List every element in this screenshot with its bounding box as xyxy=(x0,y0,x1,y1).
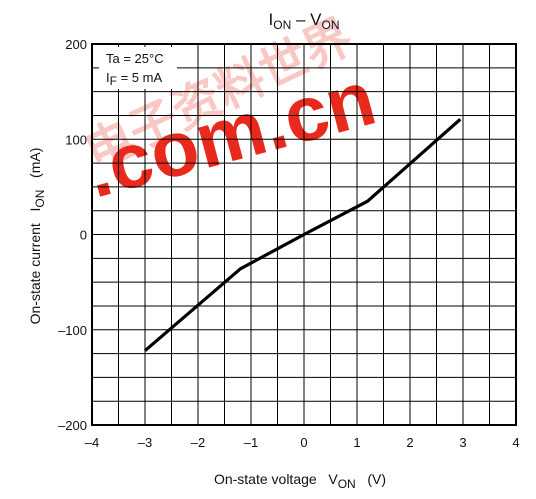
series-group xyxy=(143,118,462,352)
plot-frame xyxy=(91,43,517,426)
x-tick-label: –1 xyxy=(244,435,258,450)
y-tick-label: 200 xyxy=(65,37,87,52)
y-tick-label: –200 xyxy=(58,418,87,433)
x-tick-label: 2 xyxy=(406,435,413,450)
x-tick-label: 1 xyxy=(353,435,360,450)
y-tick-label: –100 xyxy=(58,323,87,338)
x-tick-label: –3 xyxy=(138,435,152,450)
series-line xyxy=(143,118,462,352)
condition-temperature: Ta = 25°C xyxy=(106,51,164,66)
x-tick-label: –2 xyxy=(191,435,205,450)
watermark: 电子资料世界 .com.cn xyxy=(76,8,384,214)
x-tick-label: 0 xyxy=(300,435,307,450)
x-axis-title: On-state voltage VON (V) xyxy=(214,471,386,491)
x-tick-label: –4 xyxy=(85,435,99,450)
conditions: Ta = 25°C IF = 5 mA xyxy=(99,47,177,89)
x-tick-label: 4 xyxy=(512,435,519,450)
x-tick-label: 3 xyxy=(459,435,466,450)
y-tick-labels: –200 –100 0 100 200 xyxy=(58,37,87,433)
x-tick-labels: –4 –3 –2 –1 0 1 2 3 4 xyxy=(85,435,520,450)
condition-forward-current: IF = 5 mA xyxy=(106,70,162,88)
conditions-box xyxy=(99,47,177,89)
chart-title: ION – VON xyxy=(269,10,340,32)
y-axis-title: On-state current ION (mA) xyxy=(27,148,47,325)
y-tick-label: 100 xyxy=(65,132,87,147)
y-tick-label: 0 xyxy=(80,228,87,243)
